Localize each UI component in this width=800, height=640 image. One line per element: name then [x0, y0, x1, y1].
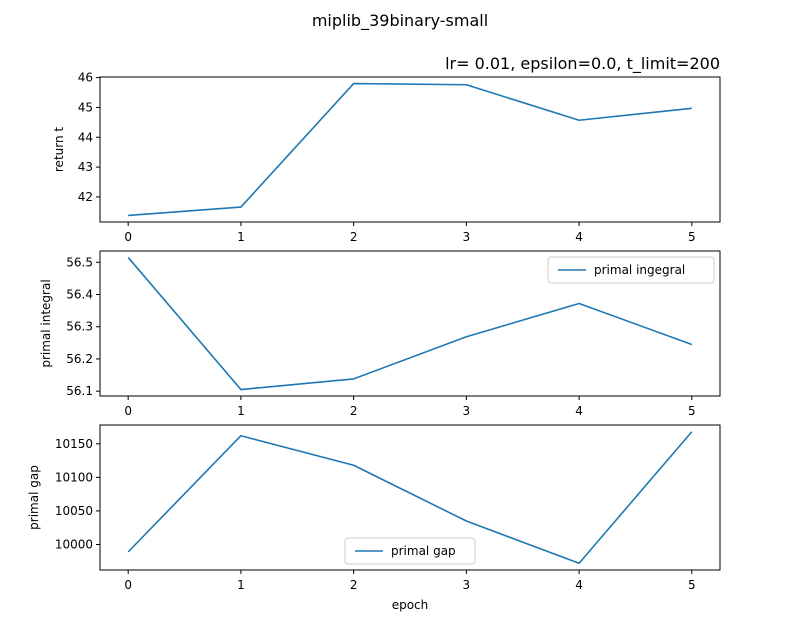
- y-tick-label: 10100: [55, 470, 93, 484]
- x-tick-label: 2: [350, 578, 358, 592]
- y-tick-label: 56.4: [66, 288, 93, 302]
- legend: primal ingegral: [547, 256, 715, 284]
- y-tick-label: 46: [78, 71, 93, 85]
- figure-suptitle: miplib_39binary-small: [312, 11, 488, 31]
- x-tick-label: 5: [688, 230, 696, 244]
- series-line: [128, 82, 692, 217]
- x-tick-label: 5: [688, 404, 696, 418]
- x-tick-label: 4: [575, 578, 583, 592]
- x-tick-label: 1: [237, 578, 245, 592]
- x-tick-label: 3: [463, 404, 471, 418]
- axes-title: lr= 0.01, epsilon=0.0, t_limit=200: [445, 54, 720, 74]
- legend: primal gap: [344, 537, 476, 565]
- x-tick-label: 0: [124, 404, 132, 418]
- legend-frame: [547, 256, 715, 284]
- y-tick-label: 10150: [55, 437, 93, 451]
- y-axis-label: primal integral: [39, 279, 53, 367]
- legend-label: primal ingegral: [594, 263, 685, 277]
- x-axis-label: epoch: [392, 598, 429, 612]
- x-tick-label: 3: [463, 578, 471, 592]
- series-line: [127, 256, 693, 391]
- x-tick-label: 5: [688, 578, 696, 592]
- x-tick-label: 1: [237, 230, 245, 244]
- legend-label: primal gap: [391, 544, 456, 558]
- y-axis-label: primal gap: [27, 465, 41, 530]
- axes-frame: [99, 76, 721, 223]
- axes-frame: [99, 250, 721, 397]
- x-tick-label: 2: [350, 404, 358, 418]
- y-tick-label: 10050: [55, 504, 93, 518]
- x-tick-label: 1: [237, 404, 245, 418]
- x-tick-label: 4: [575, 230, 583, 244]
- y-tick-label: 56.5: [66, 255, 93, 269]
- y-tick-label: 45: [78, 100, 93, 114]
- y-tick-label: 44: [78, 130, 93, 144]
- y-tick-label: 42: [78, 190, 93, 204]
- y-tick-label: 56.3: [66, 320, 93, 334]
- subplot-3: 0 1 2 3 4 5 10000 10050 10100 10150 primal gap epoc…: [27, 424, 721, 612]
- x-tick-label: 2: [350, 230, 358, 244]
- series-line: [127, 431, 693, 565]
- subplot-2: 0 1 2 3 4 5 56.1 56.2 56.3 56.4 56.5 primal integra…: [39, 250, 721, 418]
- y-tick-label: 10000: [55, 537, 93, 551]
- y-tick-label: 56.1: [66, 384, 93, 398]
- x-tick-label: 0: [124, 230, 132, 244]
- legend-frame: [344, 537, 476, 565]
- x-tick-label: 0: [124, 578, 132, 592]
- y-tick-label: 56.2: [66, 352, 93, 366]
- y-axis-label: return t: [52, 127, 66, 173]
- y-tick-label: 43: [78, 160, 93, 174]
- x-tick-label: 3: [463, 230, 471, 244]
- axes-frame: [99, 424, 721, 571]
- x-tick-label: 4: [575, 404, 583, 418]
